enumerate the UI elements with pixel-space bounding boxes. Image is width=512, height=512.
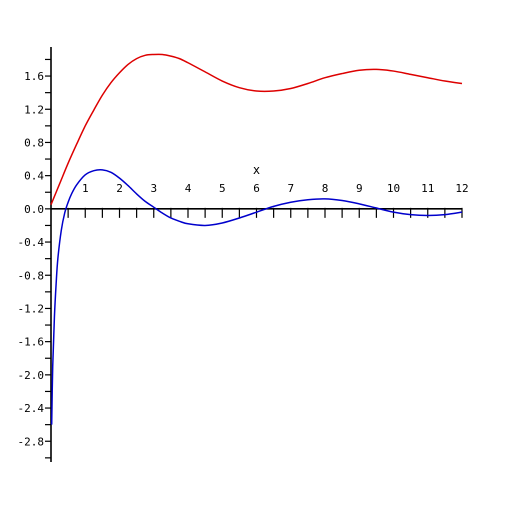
y-tick-label: 0.4 bbox=[24, 170, 44, 183]
x-tick-label: 10 bbox=[387, 182, 400, 195]
y-tick-label: 1.2 bbox=[24, 103, 44, 116]
y-tick-label: 0.0 bbox=[24, 203, 44, 216]
x-tick-label: 1 bbox=[82, 182, 89, 195]
x-tick-label: 3 bbox=[150, 182, 157, 195]
y-tick-label: -0.8 bbox=[18, 269, 45, 282]
x-tick-label: 6 bbox=[253, 182, 260, 195]
x-tick-label: 7 bbox=[287, 182, 294, 195]
series-line-1 bbox=[50, 53, 463, 205]
x-tick-label: 4 bbox=[185, 182, 192, 195]
x-tick-label: 9 bbox=[356, 182, 363, 195]
y-tick-label: 1.6 bbox=[24, 70, 44, 83]
y-tick-label: -2.4 bbox=[18, 402, 45, 415]
y-tick-label: -0.4 bbox=[18, 236, 45, 249]
y-axis: 1.6 1.2 0.8 0.4 0.0 -0.4 -0.8 -1.2 -1.6 -2.0 -2.4 -… bbox=[18, 47, 52, 462]
x-tick-label: 8 bbox=[322, 182, 329, 195]
y-tick-label: -1.6 bbox=[18, 336, 45, 349]
y-tick-label: -1.2 bbox=[18, 302, 45, 315]
x-tick-label: 5 bbox=[219, 182, 226, 195]
x-axis-label: x bbox=[253, 163, 260, 177]
x-tick-label: 2 bbox=[116, 182, 123, 195]
y-tick-label: -2.8 bbox=[18, 435, 45, 448]
series-layer bbox=[50, 53, 463, 425]
x-tick-label: 11 bbox=[421, 182, 434, 195]
y-tick-label: -2.0 bbox=[18, 369, 45, 382]
x-tick-label: 12 bbox=[455, 182, 468, 195]
x-axis: 1 2 3 4 5 6 7 8 9 10 11 12 bbox=[51, 182, 469, 218]
y-tick-label: 0.8 bbox=[24, 136, 44, 149]
series-line-2 bbox=[50, 168, 463, 425]
